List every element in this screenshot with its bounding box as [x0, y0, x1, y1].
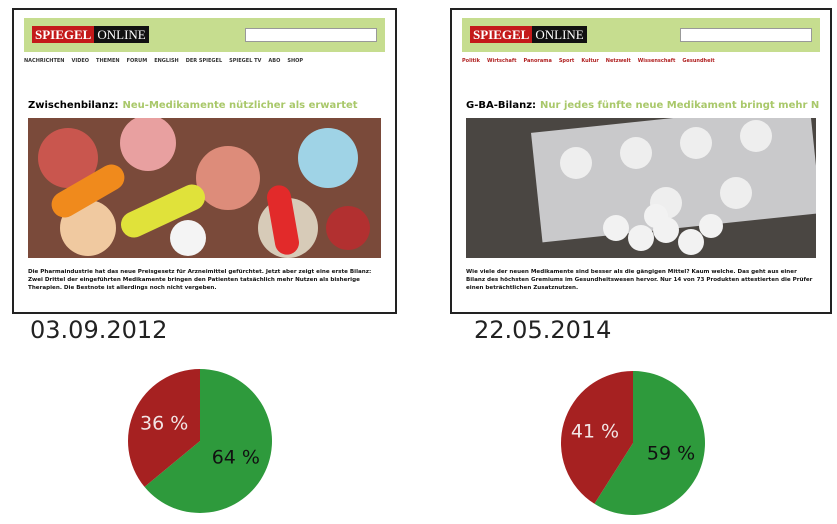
slice-label: 59 % [647, 443, 695, 465]
slice-label: 36 % [140, 413, 188, 435]
page: SPIEGELONLINE NACHRICHTENVIDEOTHEMENFORU… [0, 0, 837, 524]
pie-charts: 64 % 36 % 59 % 41 % [0, 0, 837, 524]
slice-label: 64 % [212, 446, 260, 468]
slice-label: 41 % [571, 420, 619, 442]
